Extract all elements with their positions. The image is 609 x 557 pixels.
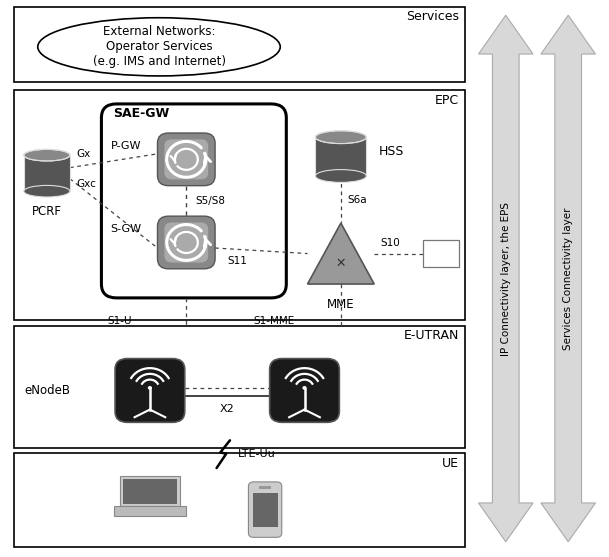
Circle shape (148, 386, 152, 390)
Text: SAE-GW: SAE-GW (113, 107, 170, 120)
Text: S-GW: S-GW (110, 224, 142, 234)
Bar (259, 486, 271, 489)
Text: S5/S8: S5/S8 (195, 196, 225, 206)
Bar (13, 453, 465, 548)
Circle shape (303, 386, 306, 390)
Ellipse shape (315, 131, 367, 144)
Text: PCRF: PCRF (32, 205, 62, 218)
Bar (253, 493, 278, 527)
Polygon shape (541, 15, 596, 542)
Ellipse shape (38, 18, 280, 76)
Text: HSS: HSS (378, 144, 404, 158)
FancyBboxPatch shape (102, 104, 286, 298)
FancyBboxPatch shape (158, 216, 215, 269)
Text: EPC: EPC (435, 95, 459, 108)
Text: S6a: S6a (347, 194, 367, 204)
Bar (119, 476, 180, 506)
Text: eNodeB: eNodeB (24, 384, 71, 397)
FancyBboxPatch shape (270, 359, 339, 422)
Text: ✕: ✕ (336, 257, 346, 270)
Text: LTE-Uu: LTE-Uu (238, 449, 275, 459)
Ellipse shape (24, 185, 70, 197)
Bar (123, 478, 177, 504)
Text: S1-MME: S1-MME (253, 316, 294, 326)
FancyBboxPatch shape (164, 139, 208, 179)
FancyBboxPatch shape (164, 222, 208, 262)
Text: Gx: Gx (76, 149, 90, 159)
Text: IP Connectivity layer, the EPS: IP Connectivity layer, the EPS (501, 202, 511, 355)
Text: X2: X2 (220, 404, 234, 414)
FancyBboxPatch shape (248, 482, 282, 538)
Ellipse shape (315, 169, 367, 182)
Bar (315, 137, 367, 176)
Bar (113, 506, 186, 516)
Polygon shape (308, 223, 374, 284)
Bar (423, 240, 459, 267)
Bar (13, 326, 465, 447)
Text: UE: UE (442, 457, 459, 470)
Text: S10: S10 (380, 238, 400, 248)
Ellipse shape (24, 149, 70, 161)
Polygon shape (479, 15, 533, 542)
Text: Services Connectivity layer: Services Connectivity layer (563, 207, 573, 350)
Text: S1-U: S1-U (107, 316, 132, 326)
Text: Services: Services (406, 9, 459, 23)
FancyBboxPatch shape (115, 359, 185, 422)
Text: External Networks:
Operator Services
(e.g. IMS and Internet): External Networks: Operator Services (e.… (93, 25, 225, 69)
Text: MME: MME (327, 298, 354, 311)
Bar (24, 155, 70, 191)
Bar (13, 7, 465, 82)
Text: P-GW: P-GW (110, 141, 141, 151)
Text: Gxc: Gxc (76, 179, 96, 189)
Text: E-UTRAN: E-UTRAN (404, 330, 459, 343)
Text: S11: S11 (227, 256, 247, 266)
Bar (13, 90, 465, 320)
FancyBboxPatch shape (158, 133, 215, 185)
